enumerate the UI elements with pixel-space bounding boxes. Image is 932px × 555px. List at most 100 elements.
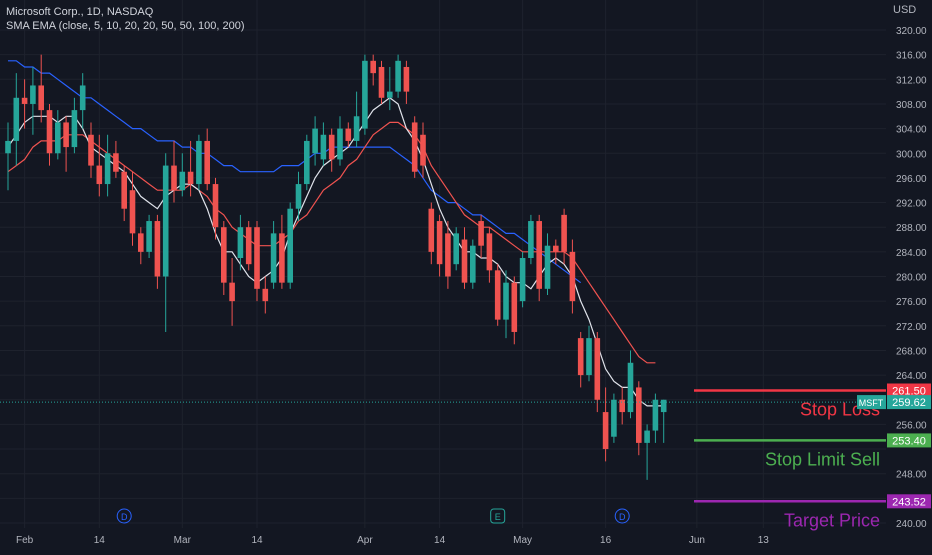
price-badge — [887, 494, 931, 509]
candle-down — [577, 338, 584, 376]
y-tick-label: 320.00 — [896, 26, 927, 37]
candle-down — [212, 184, 219, 228]
candle-down — [204, 140, 210, 185]
candle-up — [660, 399, 667, 413]
candle-up — [395, 60, 401, 92]
candle-down — [378, 66, 385, 98]
candle-up — [295, 184, 302, 209]
candle-down — [370, 60, 376, 74]
dividend-marker — [116, 508, 132, 524]
candle-up — [55, 122, 61, 154]
y-tick-label: 300.00 — [896, 149, 927, 160]
symbol-tag — [857, 395, 886, 410]
candle-up — [287, 208, 293, 283]
candle-down — [403, 66, 410, 92]
candle-down — [411, 122, 418, 172]
candle-down — [536, 221, 542, 289]
x-tick-label: Mar — [174, 535, 192, 546]
candle-down — [428, 208, 435, 252]
candle-down — [113, 153, 119, 172]
candle-up — [270, 233, 277, 283]
y-tick-label: 268.00 — [896, 346, 927, 357]
candle-up — [586, 338, 592, 376]
candle-down — [569, 251, 576, 302]
candle-down — [436, 221, 443, 265]
x-tick-label: 14 — [434, 535, 446, 546]
candle-down — [121, 171, 127, 209]
candle-up — [453, 233, 459, 265]
candle-up — [304, 140, 310, 185]
candle-down — [187, 171, 194, 185]
candle-down — [494, 270, 501, 320]
candle-up — [104, 153, 111, 185]
candle-down — [63, 122, 69, 148]
y-tick-label: 256.00 — [896, 420, 927, 431]
x-tick-label: May — [513, 535, 532, 546]
candle-down — [478, 221, 484, 246]
candle-down — [420, 134, 426, 166]
candle-down — [129, 190, 136, 234]
candle-down — [486, 233, 493, 271]
price-badge — [887, 433, 931, 448]
dividend-marker-label: D — [619, 512, 626, 522]
candle-up — [528, 221, 534, 259]
candle-down — [553, 245, 559, 252]
symbol-tag-label: MSFT — [859, 398, 884, 408]
candle-up — [13, 97, 20, 141]
candle-down — [511, 282, 518, 332]
candle-down — [636, 387, 642, 443]
currency-label: USD — [893, 4, 917, 16]
indicator-legend[interactable]: SMA EMA (close, 5, 10, 20, 20, 50, 50, 1… — [6, 20, 245, 32]
candle-up — [627, 362, 634, 413]
candle-up — [387, 91, 393, 98]
y-tick-label: 312.00 — [896, 75, 927, 86]
price-badge-label: 243.52 — [892, 496, 926, 508]
candle-down — [279, 233, 285, 283]
price-badge — [887, 383, 931, 398]
candle-down — [229, 282, 235, 302]
candle-down — [594, 338, 601, 400]
earnings-marker — [490, 508, 506, 524]
candle-down — [88, 134, 94, 166]
y-tick-label: 292.00 — [896, 199, 927, 210]
candle-down — [245, 227, 252, 265]
candle-up — [362, 60, 368, 129]
symbol-title[interactable]: Microsoft Corp., 1D, NASDAQ — [6, 6, 154, 18]
y-tick-label: 240.00 — [896, 519, 927, 530]
candle-down — [602, 412, 609, 450]
candle-up — [237, 227, 244, 259]
candle-up — [644, 430, 650, 443]
candle-down — [254, 227, 260, 289]
candle-up — [71, 110, 78, 148]
candle-down — [21, 97, 28, 104]
y-tick-label: 296.00 — [896, 174, 927, 185]
last-price-badge — [887, 395, 931, 410]
candle-down — [154, 221, 161, 277]
last-price-badge-label: 259.62 — [892, 397, 926, 409]
candle-up — [320, 134, 327, 160]
order-line-label: Target Price — [784, 510, 880, 530]
candle-up — [503, 282, 509, 320]
candle-up — [162, 165, 169, 277]
candle-up — [146, 221, 152, 252]
x-tick-label: 14 — [94, 535, 106, 546]
x-tick-label: 13 — [758, 535, 770, 546]
candle-down — [561, 214, 567, 252]
candle-up — [470, 245, 476, 283]
candle-up — [5, 140, 11, 154]
dividend-marker-label: D — [121, 512, 128, 522]
y-tick-label: 248.00 — [896, 470, 927, 481]
dividend-marker — [614, 508, 630, 524]
x-tick-label: 16 — [600, 535, 612, 546]
x-tick-label: Jun — [689, 535, 705, 546]
chart-header: Microsoft Corp., 1D, NASDAQ SMA EMA (clo… — [6, 5, 244, 33]
candle-down — [221, 227, 227, 283]
x-tick-label: 14 — [251, 535, 263, 546]
candle-up — [337, 128, 343, 160]
y-tick-label: 264.00 — [896, 371, 927, 382]
candle-down — [38, 85, 44, 111]
candle-up — [179, 171, 186, 191]
candle-down — [328, 134, 335, 160]
